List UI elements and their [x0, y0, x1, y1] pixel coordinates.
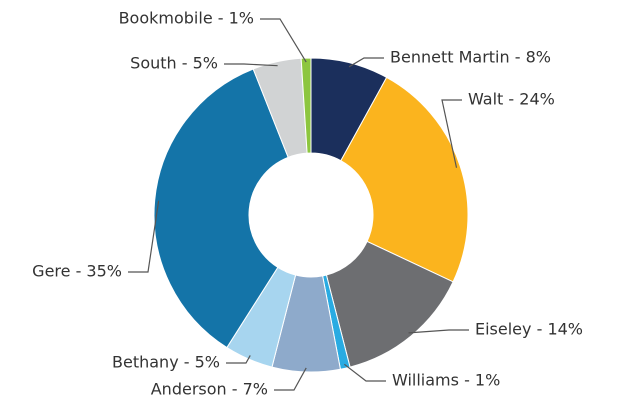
data-label: Gere - 35% [32, 262, 122, 281]
data-label: Bennett Martin - 8% [390, 48, 551, 67]
leader-line [128, 200, 160, 273]
data-label: Bethany - 5% [112, 353, 220, 372]
leader-line [260, 18, 307, 63]
leader-line [344, 363, 386, 382]
donut-slice [340, 76, 469, 283]
data-label: Anderson - 7% [151, 380, 268, 399]
leader-line [226, 355, 251, 364]
data-label: Williams - 1% [392, 371, 500, 390]
leader-line [408, 329, 469, 334]
leader-line [441, 99, 462, 168]
donut-slice [325, 240, 454, 368]
data-label: Eiseley - 14% [475, 320, 583, 339]
data-label: Bookmobile - 1% [119, 9, 254, 28]
leader-line [224, 63, 278, 67]
donut-slice [153, 68, 289, 349]
data-label: South - 5% [130, 54, 218, 73]
data-label: Walt - 24% [468, 90, 555, 109]
leader-line [348, 57, 384, 68]
leader-line [274, 367, 307, 391]
